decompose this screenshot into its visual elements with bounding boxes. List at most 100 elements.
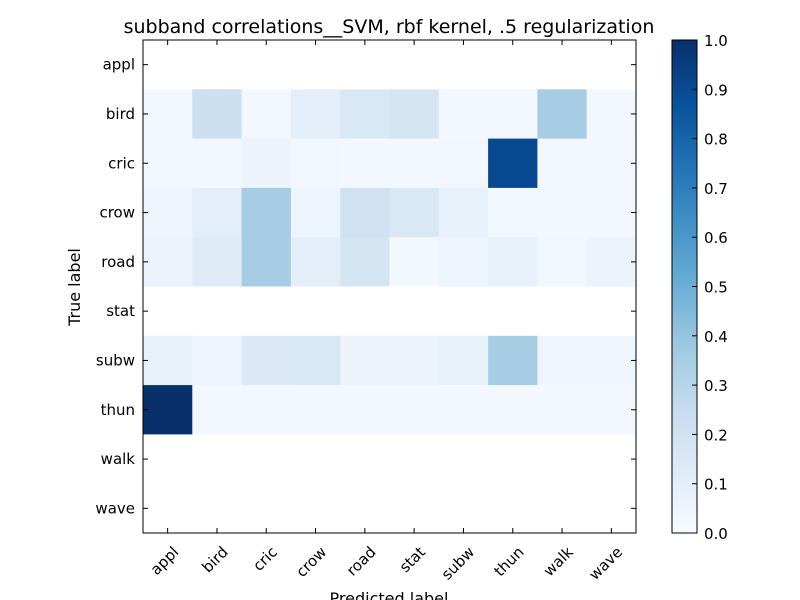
heatmap-cell-bird-walk: [537, 89, 588, 140]
heatmap-cell-cric-subw: [438, 138, 489, 189]
heatmap-cell-crow-road: [340, 187, 390, 238]
heatmap-cell-appl-walk: [537, 40, 588, 90]
heatmap-cell-stat-bird: [192, 286, 243, 337]
colorbar-ticks: 0.0 0.1 0.2 0.3 0.4 0.5 0.6 0.7 0.8 0.9 1.0: [692, 32, 728, 543]
heatmap-cell-bird-bird: [192, 89, 243, 140]
heatmap-cell-appl-stat: [389, 40, 440, 90]
heatmap-cell-subw-bird: [192, 335, 243, 386]
x-tick-label: wave: [585, 543, 626, 584]
heatmap-cell-walk-thun: [488, 434, 538, 485]
heatmap-cell-subw-cric: [241, 335, 292, 386]
heatmap-cell-appl-road: [340, 40, 390, 90]
heatmap-cell-walk-walk: [537, 434, 588, 485]
y-axis-ticks: appl bird cric crow road stat subw thun walk wave: [95, 56, 636, 517]
y-tick-label: subw: [96, 351, 135, 369]
heatmap-cell-road-wave: [586, 237, 637, 287]
heatmap-cell-thun-subw: [438, 385, 489, 435]
heatmap-cell-bird-appl: [143, 89, 193, 140]
heatmap-cell-wave-walk: [537, 483, 588, 534]
colorbar-tick-label: 0.7: [704, 180, 728, 198]
y-tick-label: walk: [101, 450, 136, 468]
heatmap-cell-walk-wave: [586, 434, 637, 485]
heatmap-cell-stat-cric: [241, 286, 292, 337]
heatmap-cell-road-thun: [488, 237, 538, 287]
heatmap-cell-crow-thun: [488, 187, 538, 238]
y-tick-label: stat: [106, 302, 135, 320]
heatmap-cell-subw-walk: [537, 335, 588, 386]
heatmap-cell-thun-bird: [192, 385, 243, 435]
heatmap-cell-cric-wave: [586, 138, 637, 189]
heatmap-cell-crow-cric: [241, 187, 292, 238]
heatmap-cell-appl-thun: [488, 40, 538, 90]
heatmap-cell-bird-crow: [290, 89, 341, 140]
heatmap-cell-wave-road: [340, 483, 390, 534]
heatmap-cell-subw-road: [340, 335, 390, 386]
y-tick-label: road: [101, 253, 135, 271]
heatmap-cell-cric-road: [340, 138, 390, 189]
colorbar-tick-label: 0.9: [704, 81, 728, 99]
heatmap-cell-subw-crow: [290, 335, 341, 386]
x-tick-label: road: [343, 543, 380, 580]
y-axis-label: True label: [65, 248, 84, 327]
heatmap-cell-appl-wave: [586, 40, 637, 90]
heatmap-cell-road-cric: [241, 237, 292, 287]
heatmap-cell-bird-wave: [586, 89, 637, 140]
y-tick-label: bird: [106, 105, 135, 123]
y-tick-label: appl: [103, 56, 135, 74]
heatmap-cell-road-stat: [389, 237, 440, 287]
heatmap-cell-wave-bird: [192, 483, 243, 534]
heatmap-cell-stat-stat: [389, 286, 440, 337]
heatmap-cell-stat-walk: [537, 286, 588, 337]
x-axis-label: Predicted label: [330, 589, 449, 600]
y-tick-label: wave: [95, 499, 135, 517]
heatmap-cell-appl-subw: [438, 40, 489, 90]
heatmap-cell-thun-appl: [143, 385, 193, 435]
heatmap-cell-crow-stat: [389, 187, 440, 238]
heatmap-cell-walk-road: [340, 434, 390, 485]
heatmap-cell-thun-crow: [290, 385, 341, 435]
heatmap-cell-subw-stat: [389, 335, 440, 386]
y-tick-label: cric: [108, 154, 135, 172]
y-tick-label: thun: [101, 401, 135, 419]
heatmap-cell-appl-crow: [290, 40, 341, 90]
colorbar-tick-label: 0.8: [704, 131, 728, 149]
heatmap-cell-crow-bird: [192, 187, 243, 238]
heatmap-cells: [143, 40, 637, 534]
heatmap-cell-thun-stat: [389, 385, 440, 435]
heatmap-cell-wave-crow: [290, 483, 341, 534]
heatmap-cell-cric-walk: [537, 138, 588, 189]
heatmap-cell-appl-appl: [143, 40, 193, 90]
heatmap-cell-cric-appl: [143, 138, 193, 189]
colorbar-tick-label: 0.6: [704, 229, 728, 247]
heatmap-cell-road-bird: [192, 237, 243, 287]
heatmap-cell-thun-walk: [537, 385, 588, 435]
heatmap-cell-walk-stat: [389, 434, 440, 485]
heatmap-cell-subw-subw: [438, 335, 489, 386]
heatmap-cell-thun-thun: [488, 385, 538, 435]
heatmap-cell-bird-cric: [241, 89, 292, 140]
heatmap-cell-wave-appl: [143, 483, 193, 534]
heatmap-cell-wave-thun: [488, 483, 538, 534]
heatmap-cell-road-subw: [438, 237, 489, 287]
colorbar-tick-label: 0.5: [704, 279, 728, 297]
heatmap-cell-cric-thun: [488, 138, 538, 189]
heatmap-cell-crow-crow: [290, 187, 341, 238]
x-tick-label: thun: [490, 543, 527, 580]
colorbar-tick-label: 0.1: [704, 476, 728, 494]
x-tick-label: subw: [438, 543, 478, 583]
heatmap-cell-stat-thun: [488, 286, 538, 337]
heatmap-cell-stat-wave: [586, 286, 637, 337]
heatmap-cell-bird-stat: [389, 89, 440, 140]
heatmap-cell-subw-wave: [586, 335, 637, 386]
colorbar-tick-label: 0.3: [704, 377, 728, 395]
x-tick-label: bird: [198, 543, 231, 576]
colorbar-tick-label: 0.2: [704, 426, 728, 444]
heatmap-cell-crow-walk: [537, 187, 588, 238]
heatmap-cell-thun-wave: [586, 385, 637, 435]
heatmap-cell-wave-stat: [389, 483, 440, 534]
x-tick-label: cric: [249, 543, 281, 575]
heatmap-cell-appl-bird: [192, 40, 243, 90]
heatmap-cell-stat-road: [340, 286, 390, 337]
heatmap-cell-appl-cric: [241, 40, 292, 90]
x-tick-label: crow: [292, 543, 330, 581]
